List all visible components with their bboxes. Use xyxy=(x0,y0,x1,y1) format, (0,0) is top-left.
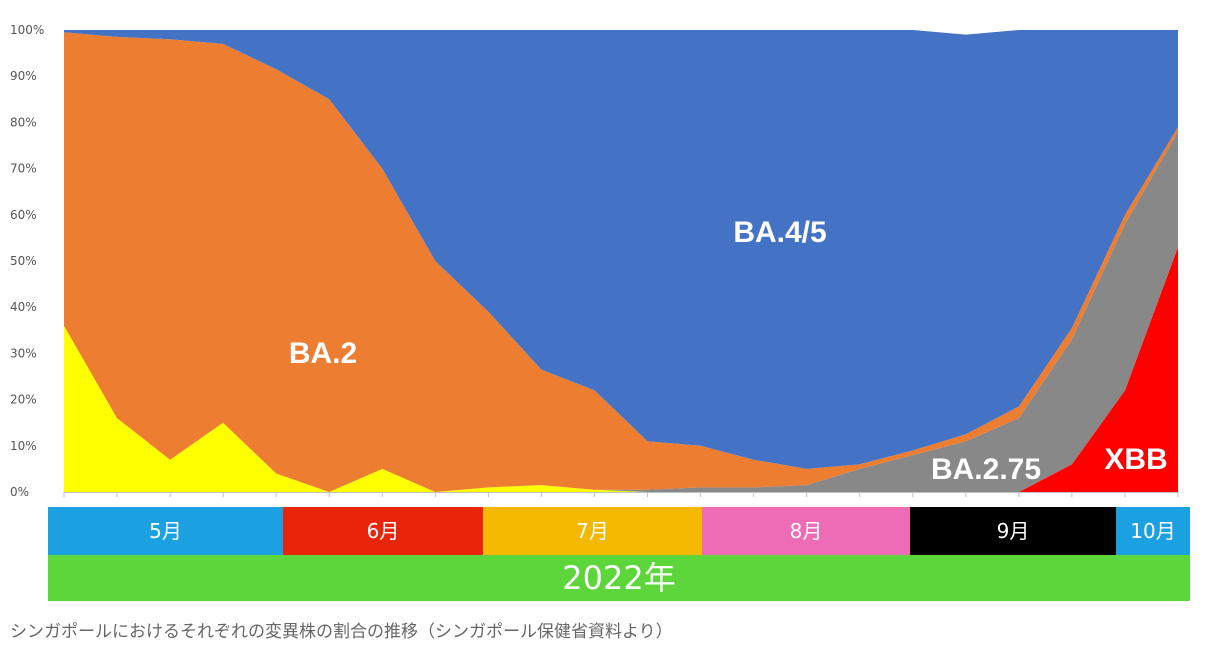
variant-share-chart: 0% 10% 20% 30% 40% 50% 60% 70% 80% 90% 100% BA.4/5… xyxy=(10,23,1190,601)
month-cell xyxy=(48,507,283,555)
y-tick-label: 10% xyxy=(10,439,37,453)
month-label: 7月 xyxy=(576,519,609,543)
year-bar xyxy=(48,555,1190,601)
label-xbb: XBB xyxy=(1104,443,1167,476)
y-tick-label: 60% xyxy=(10,208,37,222)
y-tick-label: 50% xyxy=(10,254,37,268)
month-cell xyxy=(702,507,910,555)
y-tick-label: 0% xyxy=(10,485,29,499)
month-cell xyxy=(1116,507,1190,555)
area-ba-4-5 xyxy=(64,30,1178,469)
month-label: 10月 xyxy=(1130,519,1175,543)
y-tick-label: 80% xyxy=(10,115,37,129)
month-cell xyxy=(910,507,1116,555)
month-label: 6月 xyxy=(367,519,400,543)
area-ba-2-75 xyxy=(64,131,1178,492)
y-tick-label: 100% xyxy=(10,23,44,37)
y-tick-label: 90% xyxy=(10,69,37,83)
month-label: 5月 xyxy=(149,519,182,543)
year-label: 2022年 xyxy=(562,559,675,597)
label-ba275: BA.2.75 xyxy=(931,453,1041,486)
y-tick-label: 40% xyxy=(10,300,37,314)
month-cell xyxy=(483,507,702,555)
y-tick-label: 30% xyxy=(10,346,37,360)
area-ba-2 xyxy=(64,32,1178,493)
month-label: 9月 xyxy=(997,519,1030,543)
stacked-areas xyxy=(64,30,1178,493)
area-xbb xyxy=(64,247,1178,492)
label-ba2: BA.2 xyxy=(289,337,357,370)
y-axis-ticks: 0% 10% 20% 30% 40% 50% 60% 70% 80% 90% 100% xyxy=(10,23,44,499)
month-label: 8月 xyxy=(790,519,823,543)
y-tick-label: 70% xyxy=(10,162,37,176)
month-bar: 5月 6月 7月 8月 9月 10月 xyxy=(48,507,1190,555)
x-axis xyxy=(63,492,1179,497)
month-cell xyxy=(283,507,483,555)
figure-caption: シンガポールにおけるそれぞれの変異株の割合の推移（シンガポール保健省資料より） xyxy=(10,622,673,642)
y-tick-label: 20% xyxy=(10,393,37,407)
area-series-0 xyxy=(64,325,1178,492)
label-ba45: BA.4/5 xyxy=(733,216,826,249)
